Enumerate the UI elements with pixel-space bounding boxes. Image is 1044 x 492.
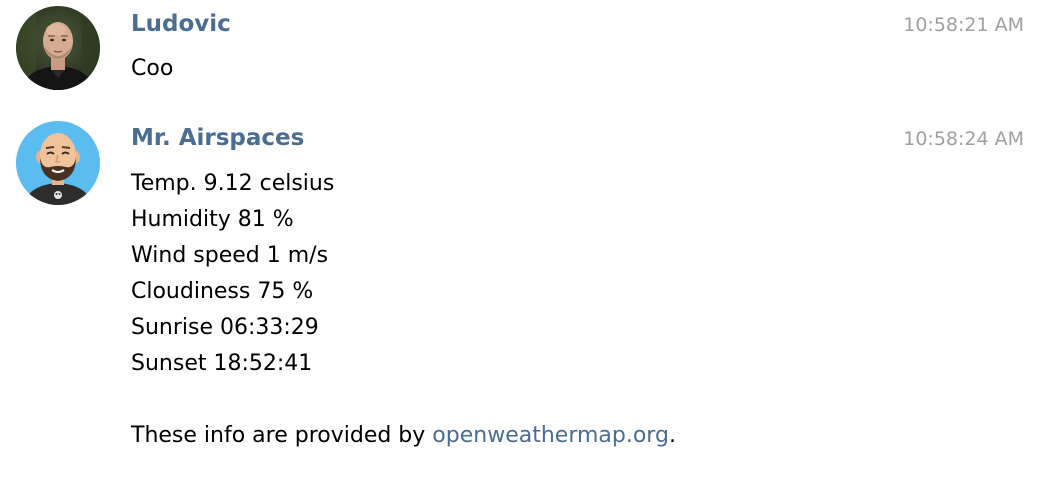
sender-name[interactable]: Ludovic [131, 11, 231, 37]
footer-prefix-text: These info are provided by [131, 423, 433, 448]
avatar[interactable] [16, 6, 100, 90]
message-text-line: Humidity 81 % [131, 207, 294, 232]
footer-suffix-text: . [668, 423, 676, 448]
user-photo-avatar-icon [16, 6, 100, 90]
message-blank-line [131, 382, 676, 418]
message-text-line: Temp. 9.12 celsius [131, 171, 335, 196]
sender-name[interactable]: Mr. Airspaces [131, 125, 305, 151]
message-timestamp: 10:58:24 AM [903, 128, 1024, 150]
message-text-line: Cloudiness 75 % [131, 279, 314, 304]
message-item-mr-airspaces: Mr. Airspaces 10:58:24 AM Temp. 9.12 cel… [0, 115, 1044, 485]
message-text-line: Wind speed 1 m/s [131, 243, 329, 268]
message-item-ludovic: Ludovic 10:58:21 AM Coo [0, 0, 1044, 110]
bot-cartoon-avatar-icon [16, 121, 100, 205]
message-text-line: Sunrise 06:33:29 [131, 315, 319, 340]
message-body: Coo [131, 51, 173, 87]
openweathermap-link[interactable]: openweathermap.org [432, 423, 669, 448]
message-text-line: Coo [131, 56, 174, 81]
message-footer-line: These info are provided by openweatherma… [131, 418, 676, 454]
avatar[interactable] [16, 121, 100, 205]
message-body: Temp. 9.12 celsius Humidity 81 % Wind sp… [131, 166, 676, 454]
message-timestamp: 10:58:21 AM [903, 14, 1024, 36]
message-text-line: Sunset 18:52:41 [131, 351, 313, 376]
